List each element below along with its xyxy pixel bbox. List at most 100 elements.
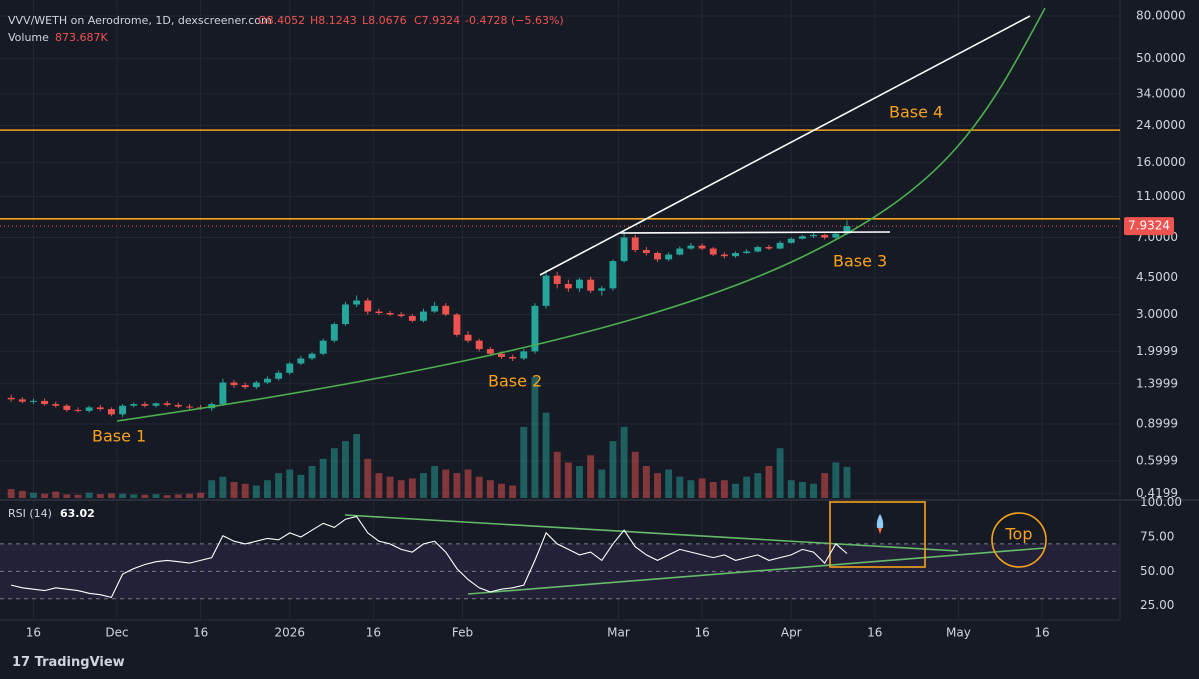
volume-bar — [642, 466, 650, 498]
volume-bar — [765, 466, 773, 498]
trend-line — [539, 15, 1031, 276]
candle-body — [620, 237, 628, 262]
volume-bar — [174, 494, 182, 498]
footer-brand: TradingView — [35, 655, 125, 670]
candle-body — [798, 236, 806, 239]
candle-body — [286, 363, 294, 373]
y-tick-label: 34.0000 — [1136, 86, 1186, 100]
candle-body — [297, 358, 305, 364]
volume-bar — [364, 458, 372, 498]
volume-bar — [676, 476, 684, 498]
ohlc-value: O8.4052 — [258, 14, 305, 27]
candle-body — [174, 404, 182, 407]
x-tick-label: 16 — [366, 626, 381, 640]
candle-body — [743, 251, 751, 254]
volume-bar — [264, 480, 271, 498]
candle-body — [464, 334, 472, 341]
candle-body — [486, 349, 494, 354]
y-tick-label: 0.5999 — [1136, 453, 1178, 467]
volume-bar — [74, 494, 82, 498]
drawings — [116, 7, 1047, 595]
y-tick-label: 0.8999 — [1136, 416, 1178, 430]
volume-bar — [843, 466, 851, 498]
highlight-box — [829, 501, 926, 568]
x-tick-label: 16 — [1034, 626, 1049, 640]
candle-body — [776, 242, 784, 249]
volume-bar — [743, 476, 751, 498]
ohlc-value: H8.1243 — [310, 14, 357, 27]
annotation: Base 1 — [92, 427, 146, 446]
ohlc-value: C7.9324 — [414, 14, 460, 27]
volume-bar — [442, 469, 450, 498]
chart-title: VVV/WETH on Aerodrome, 1D, dexscreener.c… — [8, 14, 272, 27]
volume-bar — [665, 469, 673, 498]
candle-body — [74, 409, 82, 411]
volume-bar — [431, 466, 439, 498]
volume-bar — [152, 494, 160, 498]
volume-bar — [85, 492, 93, 498]
volume-bar — [275, 473, 283, 498]
volume-bar — [96, 494, 104, 498]
volume-bar — [130, 494, 138, 498]
volume-bar — [185, 493, 193, 498]
y-tick-label: 11.0000 — [1136, 189, 1186, 203]
volume-bar — [41, 493, 49, 498]
volume-bar — [542, 412, 550, 498]
volume-bar — [330, 448, 338, 498]
candle-body — [431, 305, 439, 312]
volume-bar — [52, 491, 60, 498]
volume-bar — [631, 451, 639, 498]
candle-body — [453, 314, 461, 335]
candle-body — [654, 253, 661, 260]
x-tick-label: 2026 — [274, 626, 305, 640]
volume-bar — [163, 495, 171, 498]
candle-body — [7, 397, 15, 400]
volume-bar — [687, 480, 695, 498]
volume-bar — [498, 483, 505, 498]
candle-body — [420, 311, 427, 321]
annotation: Base 2 — [488, 372, 542, 391]
highlight-circle — [991, 512, 1047, 568]
candle-body — [252, 382, 260, 388]
candle-body — [531, 305, 539, 352]
candle-body — [63, 405, 71, 410]
candle-body — [509, 357, 517, 359]
candle-body — [353, 300, 361, 305]
candle-body — [765, 247, 773, 249]
candle-body — [821, 234, 829, 238]
rsi-tick-label: 50.00 — [1140, 564, 1174, 578]
candle-body — [720, 254, 728, 257]
y-tick-label: 24.0000 — [1136, 118, 1186, 132]
candle-body — [230, 382, 238, 386]
volume-bar — [553, 451, 561, 498]
annotation: Base 4 — [889, 103, 943, 122]
rocket-icon — [878, 528, 882, 534]
volume-bar — [486, 480, 494, 498]
y-tick-label: 3.0000 — [1136, 307, 1178, 321]
volume-bar — [141, 494, 149, 498]
volume-bar — [420, 473, 427, 498]
rsi-title: RSI (14) — [8, 507, 52, 520]
volume-bar — [464, 469, 472, 498]
candle-body — [754, 247, 762, 252]
candle-body — [330, 324, 338, 341]
volume-bar — [119, 493, 127, 498]
candle-body — [676, 248, 684, 255]
volume-bar — [475, 476, 483, 498]
volume-bar — [219, 476, 227, 498]
volume-bar — [509, 485, 517, 498]
volume-bar — [7, 489, 15, 498]
y-tick-label: 16.0000 — [1136, 155, 1186, 169]
x-tick-label: 16 — [26, 626, 41, 640]
volume-bar — [709, 482, 717, 498]
candle-body — [732, 253, 739, 257]
resistance-line — [619, 231, 891, 234]
volume-bar — [375, 473, 383, 498]
x-tick-label: Dec — [105, 626, 128, 640]
candle-body — [29, 400, 37, 402]
volume-bar — [754, 473, 762, 498]
candle-body — [342, 304, 349, 325]
volume-bar — [576, 466, 583, 498]
volume-bar — [564, 462, 572, 498]
